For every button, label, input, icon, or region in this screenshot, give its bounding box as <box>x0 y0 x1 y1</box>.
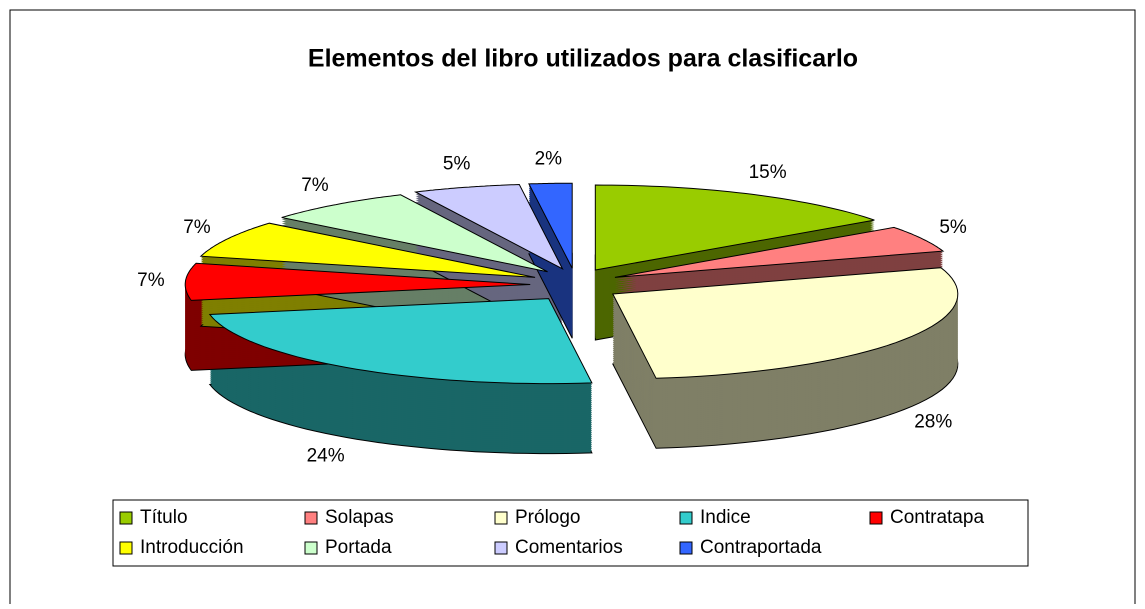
slice <box>208 298 593 385</box>
data-label: 2% <box>535 149 563 170</box>
legend-box <box>112 499 1029 567</box>
legend-swatch <box>119 541 133 555</box>
legend-swatch <box>119 511 133 525</box>
legend-label: Solapas <box>325 507 394 528</box>
legend-label: Portada <box>325 537 392 558</box>
legend-swatch <box>304 541 318 555</box>
data-label: 24% <box>307 446 345 467</box>
slice <box>184 262 531 301</box>
legend-swatch <box>494 541 508 555</box>
legend-swatch <box>679 541 693 555</box>
slice <box>594 184 875 271</box>
data-label: 15% <box>749 162 787 183</box>
slice <box>281 194 548 273</box>
legend-label: Contratapa <box>890 507 984 528</box>
slice <box>199 222 536 278</box>
slice <box>614 226 945 278</box>
data-label: 7% <box>183 217 211 238</box>
legend-label: Indice <box>700 507 751 528</box>
legend-label: Título <box>140 507 188 528</box>
slice <box>528 182 573 269</box>
legend-swatch <box>304 511 318 525</box>
data-label: 28% <box>914 411 952 432</box>
chart-title: Elementos del libro utilizados para clas… <box>308 45 858 73</box>
legend-swatch <box>679 511 693 525</box>
legend-label: Contraportada <box>700 537 822 558</box>
legend-swatch <box>494 511 508 525</box>
data-label: 5% <box>939 217 967 238</box>
slice <box>612 267 959 379</box>
data-label: 5% <box>443 153 471 174</box>
legend-label: Prólogo <box>515 507 581 528</box>
chart-border <box>9 9 1136 604</box>
data-label: 7% <box>137 270 165 291</box>
legend-swatch <box>869 511 883 525</box>
legend-label: Introducción <box>140 537 244 558</box>
slice <box>413 183 564 271</box>
data-label: 7% <box>301 175 329 196</box>
legend-label: Comentarios <box>515 537 623 558</box>
